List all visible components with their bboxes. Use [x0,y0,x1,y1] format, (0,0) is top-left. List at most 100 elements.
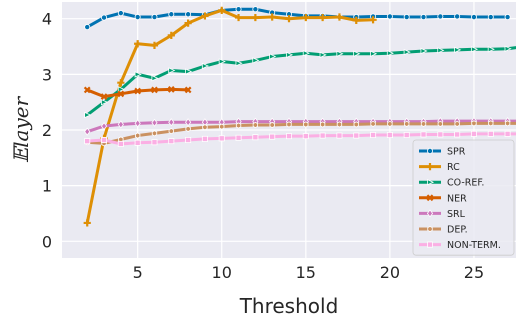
data-point [201,12,209,20]
series-non-term [84,130,516,147]
data-point [100,122,108,131]
data-point [269,133,276,140]
data-point [84,24,91,31]
data-point [454,46,462,54]
data-point [504,45,512,52]
data-point [134,87,142,95]
data-point [302,49,310,57]
data-point [235,59,243,67]
data-point [470,130,477,137]
y-tick-label: 4 [42,10,52,29]
data-point [235,6,242,13]
legend-label: SRL [447,209,466,220]
x-axis-label: Threshold [239,294,339,318]
data-point [168,138,175,145]
data-point [201,62,210,70]
data-point [370,132,377,139]
y-tick-label: 1 [42,177,52,196]
data-point [269,53,277,60]
data-point [117,86,125,93]
x-axis-ticks: 5 10 15 20 25 [133,263,485,282]
data-point [353,132,360,139]
data-point [151,139,158,146]
data-point [303,121,309,128]
data-point [426,209,434,218]
legend-label: DEP. [447,225,468,236]
data-point [370,50,378,57]
data-point [202,124,208,131]
data-point [252,121,259,129]
series-layer [83,6,516,227]
data-point [437,13,444,20]
data-point [427,225,433,233]
data-point [218,135,225,142]
data-point [386,49,394,57]
data-point [134,40,142,48]
y-tick-label: 3 [42,65,52,84]
data-point [386,13,393,20]
data-point [336,50,344,57]
y-tick-label: 0 [42,232,52,251]
data-point [353,50,361,57]
data-point [135,132,141,139]
data-point [185,11,192,18]
data-point [84,138,91,145]
data-point [370,120,376,127]
data-point [420,47,428,55]
data-point [454,131,461,138]
legend-item: DEP. [419,225,468,236]
data-point [470,14,477,21]
data-point [167,85,175,93]
data-point [285,15,293,23]
data-point [426,178,435,186]
data-point [426,241,433,248]
data-point [251,13,259,22]
data-point [420,14,427,21]
data-point [487,46,495,53]
data-point [117,79,125,87]
data-point [117,140,124,147]
x-tick-label: 5 [133,263,143,282]
legend-item: RC [419,162,460,173]
data-point [117,90,125,98]
y-axis-label: 𝔼layer [9,95,33,163]
data-point [487,14,494,21]
data-point [302,13,310,22]
data-point [426,163,434,171]
data-point [117,10,124,17]
legend-box [412,139,515,256]
data-point [454,13,461,20]
data-point [185,118,192,127]
data-point [219,123,225,130]
data-point [285,133,292,140]
data-point [134,139,141,146]
data-point [504,130,511,137]
y-tick-label: 2 [42,121,52,140]
series-dep [84,120,516,147]
data-point [426,147,433,154]
data-point [117,120,124,129]
data-point [168,128,174,135]
data-point [185,137,192,144]
data-point [387,120,393,127]
x-tick-label: 25 [464,263,484,282]
data-point [83,219,91,227]
data-point [420,120,427,127]
data-point [335,13,344,21]
data-point [285,51,294,59]
data-point [269,121,275,129]
data-point [470,46,479,53]
data-point [184,19,192,27]
data-point [185,68,193,75]
data-point [487,130,494,137]
data-point [403,132,410,139]
data-point [437,120,443,127]
data-point [319,51,327,59]
data-point [471,120,477,127]
data-point [353,121,359,128]
data-point [319,13,327,22]
data-point [252,6,259,13]
data-point [167,31,175,39]
data-point [151,14,158,21]
data-point [252,134,259,141]
